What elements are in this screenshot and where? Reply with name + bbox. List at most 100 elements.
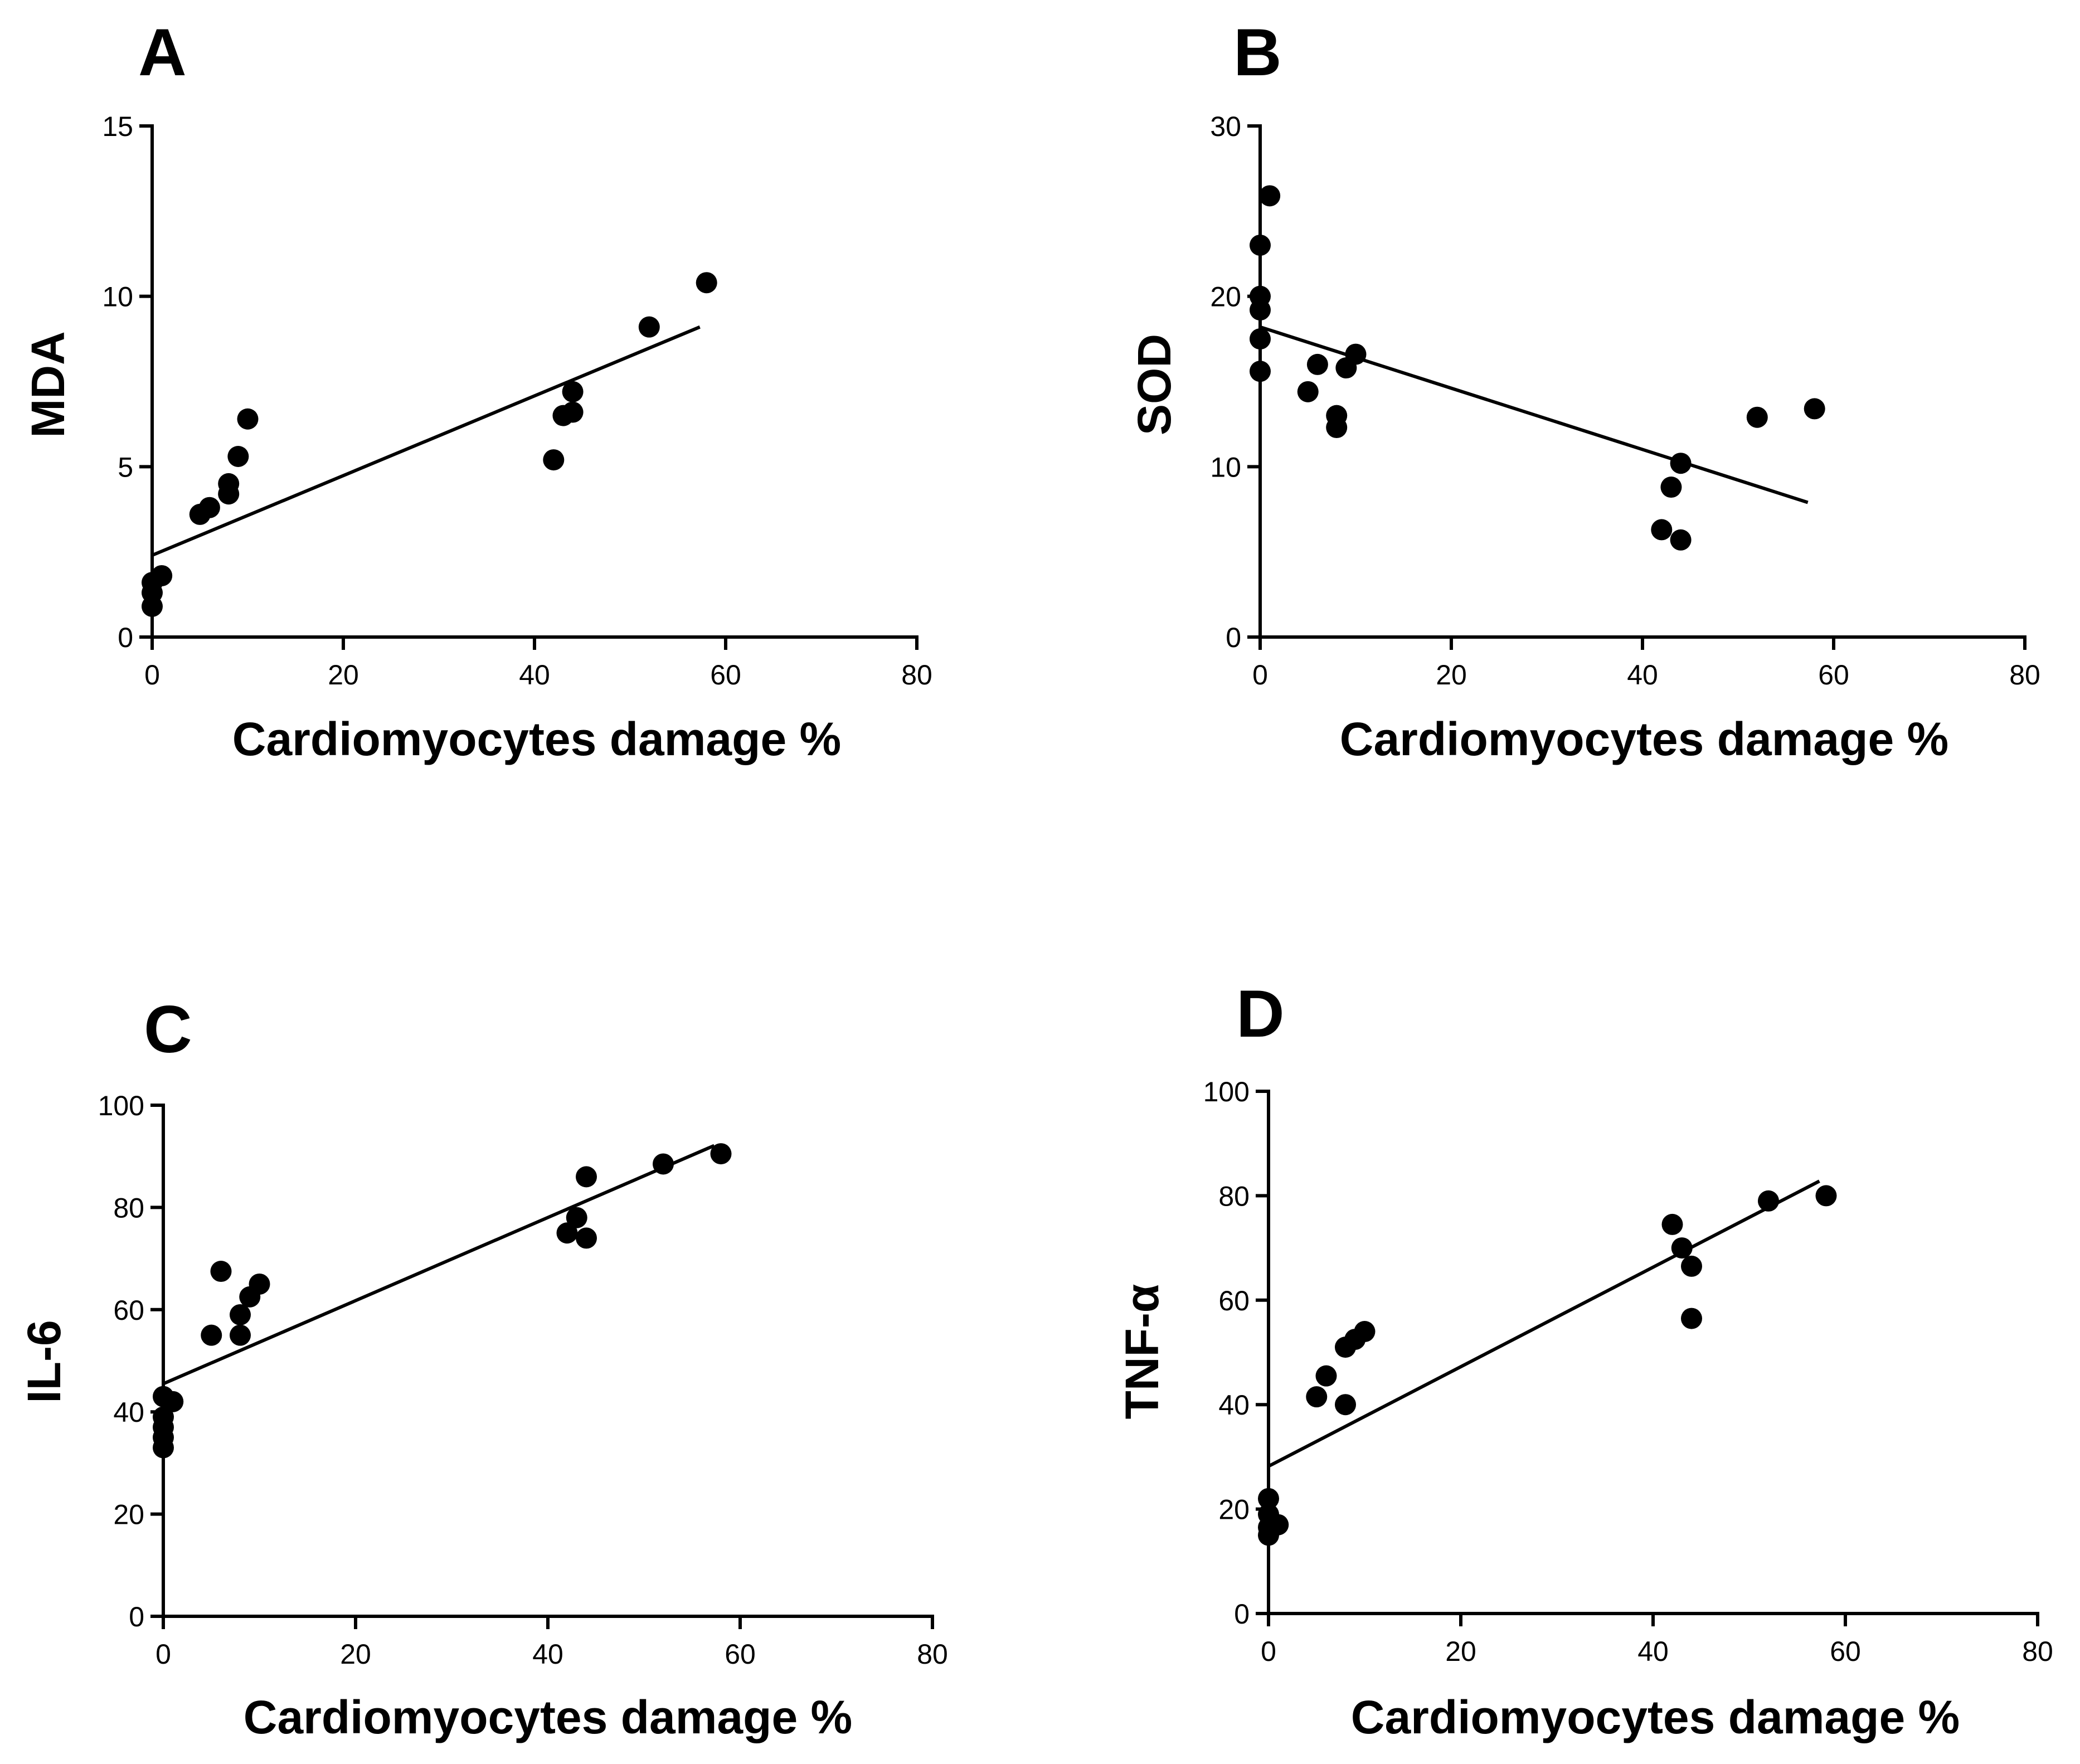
x-tick-label: 80 bbox=[2009, 659, 2040, 691]
x-axis-title: Cardiomyocytes damage % bbox=[1351, 1691, 1960, 1743]
data-point bbox=[556, 1222, 578, 1244]
x-tick-label: 40 bbox=[1627, 659, 1658, 691]
data-point bbox=[218, 473, 240, 494]
data-point bbox=[210, 1261, 232, 1282]
regression-line bbox=[1267, 1179, 1820, 1468]
data-point bbox=[198, 497, 220, 518]
data-point bbox=[153, 1406, 174, 1428]
data-point bbox=[566, 1207, 587, 1228]
x-tick-label: 0 bbox=[1252, 659, 1268, 691]
data-point bbox=[576, 1227, 597, 1249]
data-point bbox=[1670, 453, 1692, 474]
data-point bbox=[1250, 285, 1271, 307]
data-point bbox=[227, 445, 249, 467]
data-point bbox=[576, 1166, 597, 1188]
data-point bbox=[249, 1273, 270, 1295]
x-tick-label: 0 bbox=[144, 659, 160, 691]
data-point bbox=[1354, 1321, 1376, 1343]
data-point bbox=[562, 381, 584, 402]
x-tick-label: 20 bbox=[328, 659, 359, 691]
data-point bbox=[230, 1324, 251, 1346]
data-point bbox=[1250, 234, 1271, 256]
data-point bbox=[237, 408, 259, 430]
data-point bbox=[151, 565, 173, 586]
y-tick-label: 0 bbox=[1226, 622, 1241, 653]
panel-d: D TNF-α Cardiomyocytes damage % 0 20 40 60 8… bbox=[1116, 976, 2053, 1743]
data-point bbox=[1345, 343, 1367, 365]
data-point bbox=[1681, 1255, 1702, 1277]
x-tick-label: 80 bbox=[2022, 1636, 2053, 1667]
x-tick-label: 0 bbox=[1261, 1636, 1276, 1667]
x-tick-label: 20 bbox=[1445, 1636, 1476, 1667]
data-point bbox=[201, 1324, 222, 1346]
data-point bbox=[1815, 1185, 1837, 1207]
y-tick-label: 20 bbox=[1218, 1494, 1250, 1525]
x-tick-label: 60 bbox=[725, 1639, 756, 1670]
y-axis-title: TNF-α bbox=[1116, 1284, 1168, 1420]
data-point bbox=[1660, 477, 1682, 498]
data-point bbox=[230, 1304, 251, 1325]
data-point bbox=[562, 401, 584, 423]
y-tick-label: 20 bbox=[1210, 281, 1241, 313]
panel-letter: B bbox=[1233, 15, 1282, 90]
x-tick-label: 40 bbox=[1637, 1636, 1669, 1667]
data-point bbox=[1651, 519, 1673, 541]
data-point bbox=[1804, 398, 1825, 420]
y-tick-label: 100 bbox=[1203, 1076, 1250, 1107]
x-tick-label: 60 bbox=[1818, 659, 1849, 691]
x-tick-label: 0 bbox=[155, 1639, 171, 1670]
panel-b: B SOD Cardiomyocytes damage % 0 20 40 60 80 0… bbox=[1128, 15, 2040, 765]
y-tick-label: 80 bbox=[113, 1192, 144, 1223]
x-tick-label: 40 bbox=[519, 659, 550, 691]
x-tick-label: 60 bbox=[1830, 1636, 1861, 1667]
y-tick-label: 15 bbox=[102, 111, 133, 142]
data-point bbox=[1758, 1190, 1779, 1212]
data-point bbox=[1335, 1394, 1356, 1416]
data-point bbox=[1250, 361, 1271, 382]
x-tick-label: 20 bbox=[1436, 659, 1467, 691]
regression-line bbox=[162, 1144, 715, 1386]
y-tick-label: 0 bbox=[129, 1601, 144, 1632]
data-point bbox=[1306, 1386, 1328, 1408]
y-tick-label: 10 bbox=[102, 281, 133, 313]
x-tick-label: 80 bbox=[917, 1639, 948, 1670]
y-tick-label: 60 bbox=[1218, 1285, 1250, 1316]
y-tick-label: 20 bbox=[113, 1499, 144, 1530]
y-axis-title: IL-6 bbox=[18, 1320, 70, 1403]
y-tick-label: 100 bbox=[98, 1090, 144, 1121]
data-point bbox=[1250, 328, 1271, 350]
x-tick-label: 80 bbox=[901, 659, 932, 691]
data-point bbox=[638, 316, 660, 338]
data-point bbox=[1671, 1237, 1693, 1259]
x-axis-title: Cardiomyocytes damage % bbox=[232, 713, 841, 765]
data-point bbox=[1746, 406, 1768, 428]
data-point bbox=[1259, 185, 1281, 207]
data-point bbox=[162, 1391, 184, 1412]
data-point bbox=[1297, 381, 1319, 402]
x-axis-title: Cardiomyocytes damage % bbox=[244, 1691, 852, 1743]
y-tick-label: 0 bbox=[118, 622, 133, 653]
y-tick-label: 30 bbox=[1210, 111, 1241, 142]
data-point bbox=[1258, 1488, 1279, 1509]
y-tick-label: 60 bbox=[113, 1295, 144, 1326]
data-point bbox=[710, 1143, 732, 1165]
data-point bbox=[1326, 405, 1348, 426]
data-point bbox=[1306, 353, 1328, 375]
panel-letter: A bbox=[138, 15, 187, 90]
data-point bbox=[1670, 529, 1692, 551]
y-tick-label: 10 bbox=[1210, 451, 1241, 483]
y-axis-title: SOD bbox=[1128, 334, 1180, 435]
data-point bbox=[1661, 1213, 1683, 1235]
panel-letter: C bbox=[144, 992, 192, 1067]
panel-c: C IL-6 Cardiomyocytes damage % 0 20 40 60 80… bbox=[18, 992, 948, 1743]
y-tick-label: 5 bbox=[118, 451, 133, 483]
y-tick-label: 40 bbox=[113, 1397, 144, 1428]
regression-line bbox=[151, 325, 701, 557]
data-point bbox=[1267, 1514, 1289, 1535]
data-point bbox=[1681, 1308, 1702, 1329]
x-axis-title: Cardiomyocytes damage % bbox=[1340, 713, 1948, 765]
y-axis-title: MDA bbox=[22, 331, 74, 438]
data-point bbox=[696, 272, 717, 294]
